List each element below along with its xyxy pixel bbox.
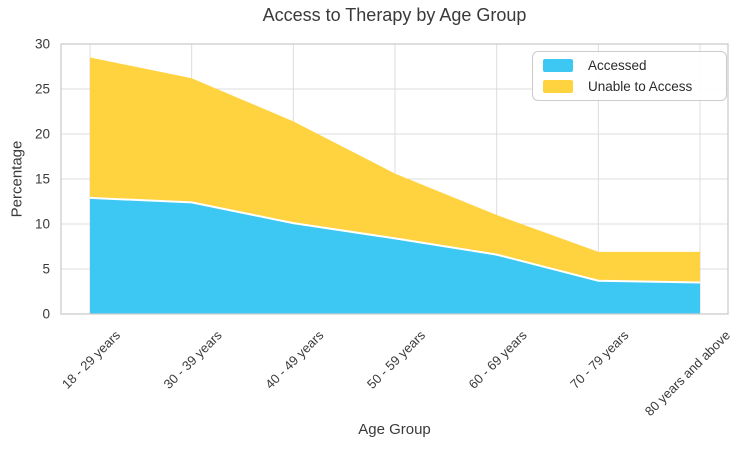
area-unable-to-access [90,57,700,283]
x-tick-label: 70 - 79 years [567,327,632,392]
area-accessed [90,197,700,314]
legend-item-unable: Unable to Access [543,78,726,94]
y-tick-label: 25 [35,82,50,97]
chart-title: Access to Therapy by Age Group [262,5,527,25]
legend-swatch-accessed [543,59,573,73]
legend-label-unable: Unable to Access [588,78,693,94]
y-tick-label: 20 [35,127,50,142]
y-tick-label: 10 [35,217,50,232]
legend-label-accessed: Accessed [588,58,647,73]
series-separator-line [89,196,701,284]
x-tick-label: 60 - 69 years [466,327,531,392]
legend-swatch-unable [543,79,573,93]
plot-border [60,43,729,315]
y-tick-label: 30 [35,37,50,52]
x-axis-label: Age Group [358,421,431,438]
y-tick-label: 5 [42,262,50,277]
x-tick-label: 50 - 59 years [364,327,429,392]
x-tick-label: 18 - 29 years [59,327,124,392]
x-tick-label: 30 - 39 years [161,327,226,392]
legend: Accessed Unable to Access [532,51,727,101]
x-tick-label: 40 - 49 years [262,327,327,392]
x-tick-label: 80 years and above [642,328,733,419]
legend-item-accessed: Accessed [543,59,726,73]
y-tick-label: 0 [42,307,50,322]
y-tick-label: 15 [35,172,50,187]
